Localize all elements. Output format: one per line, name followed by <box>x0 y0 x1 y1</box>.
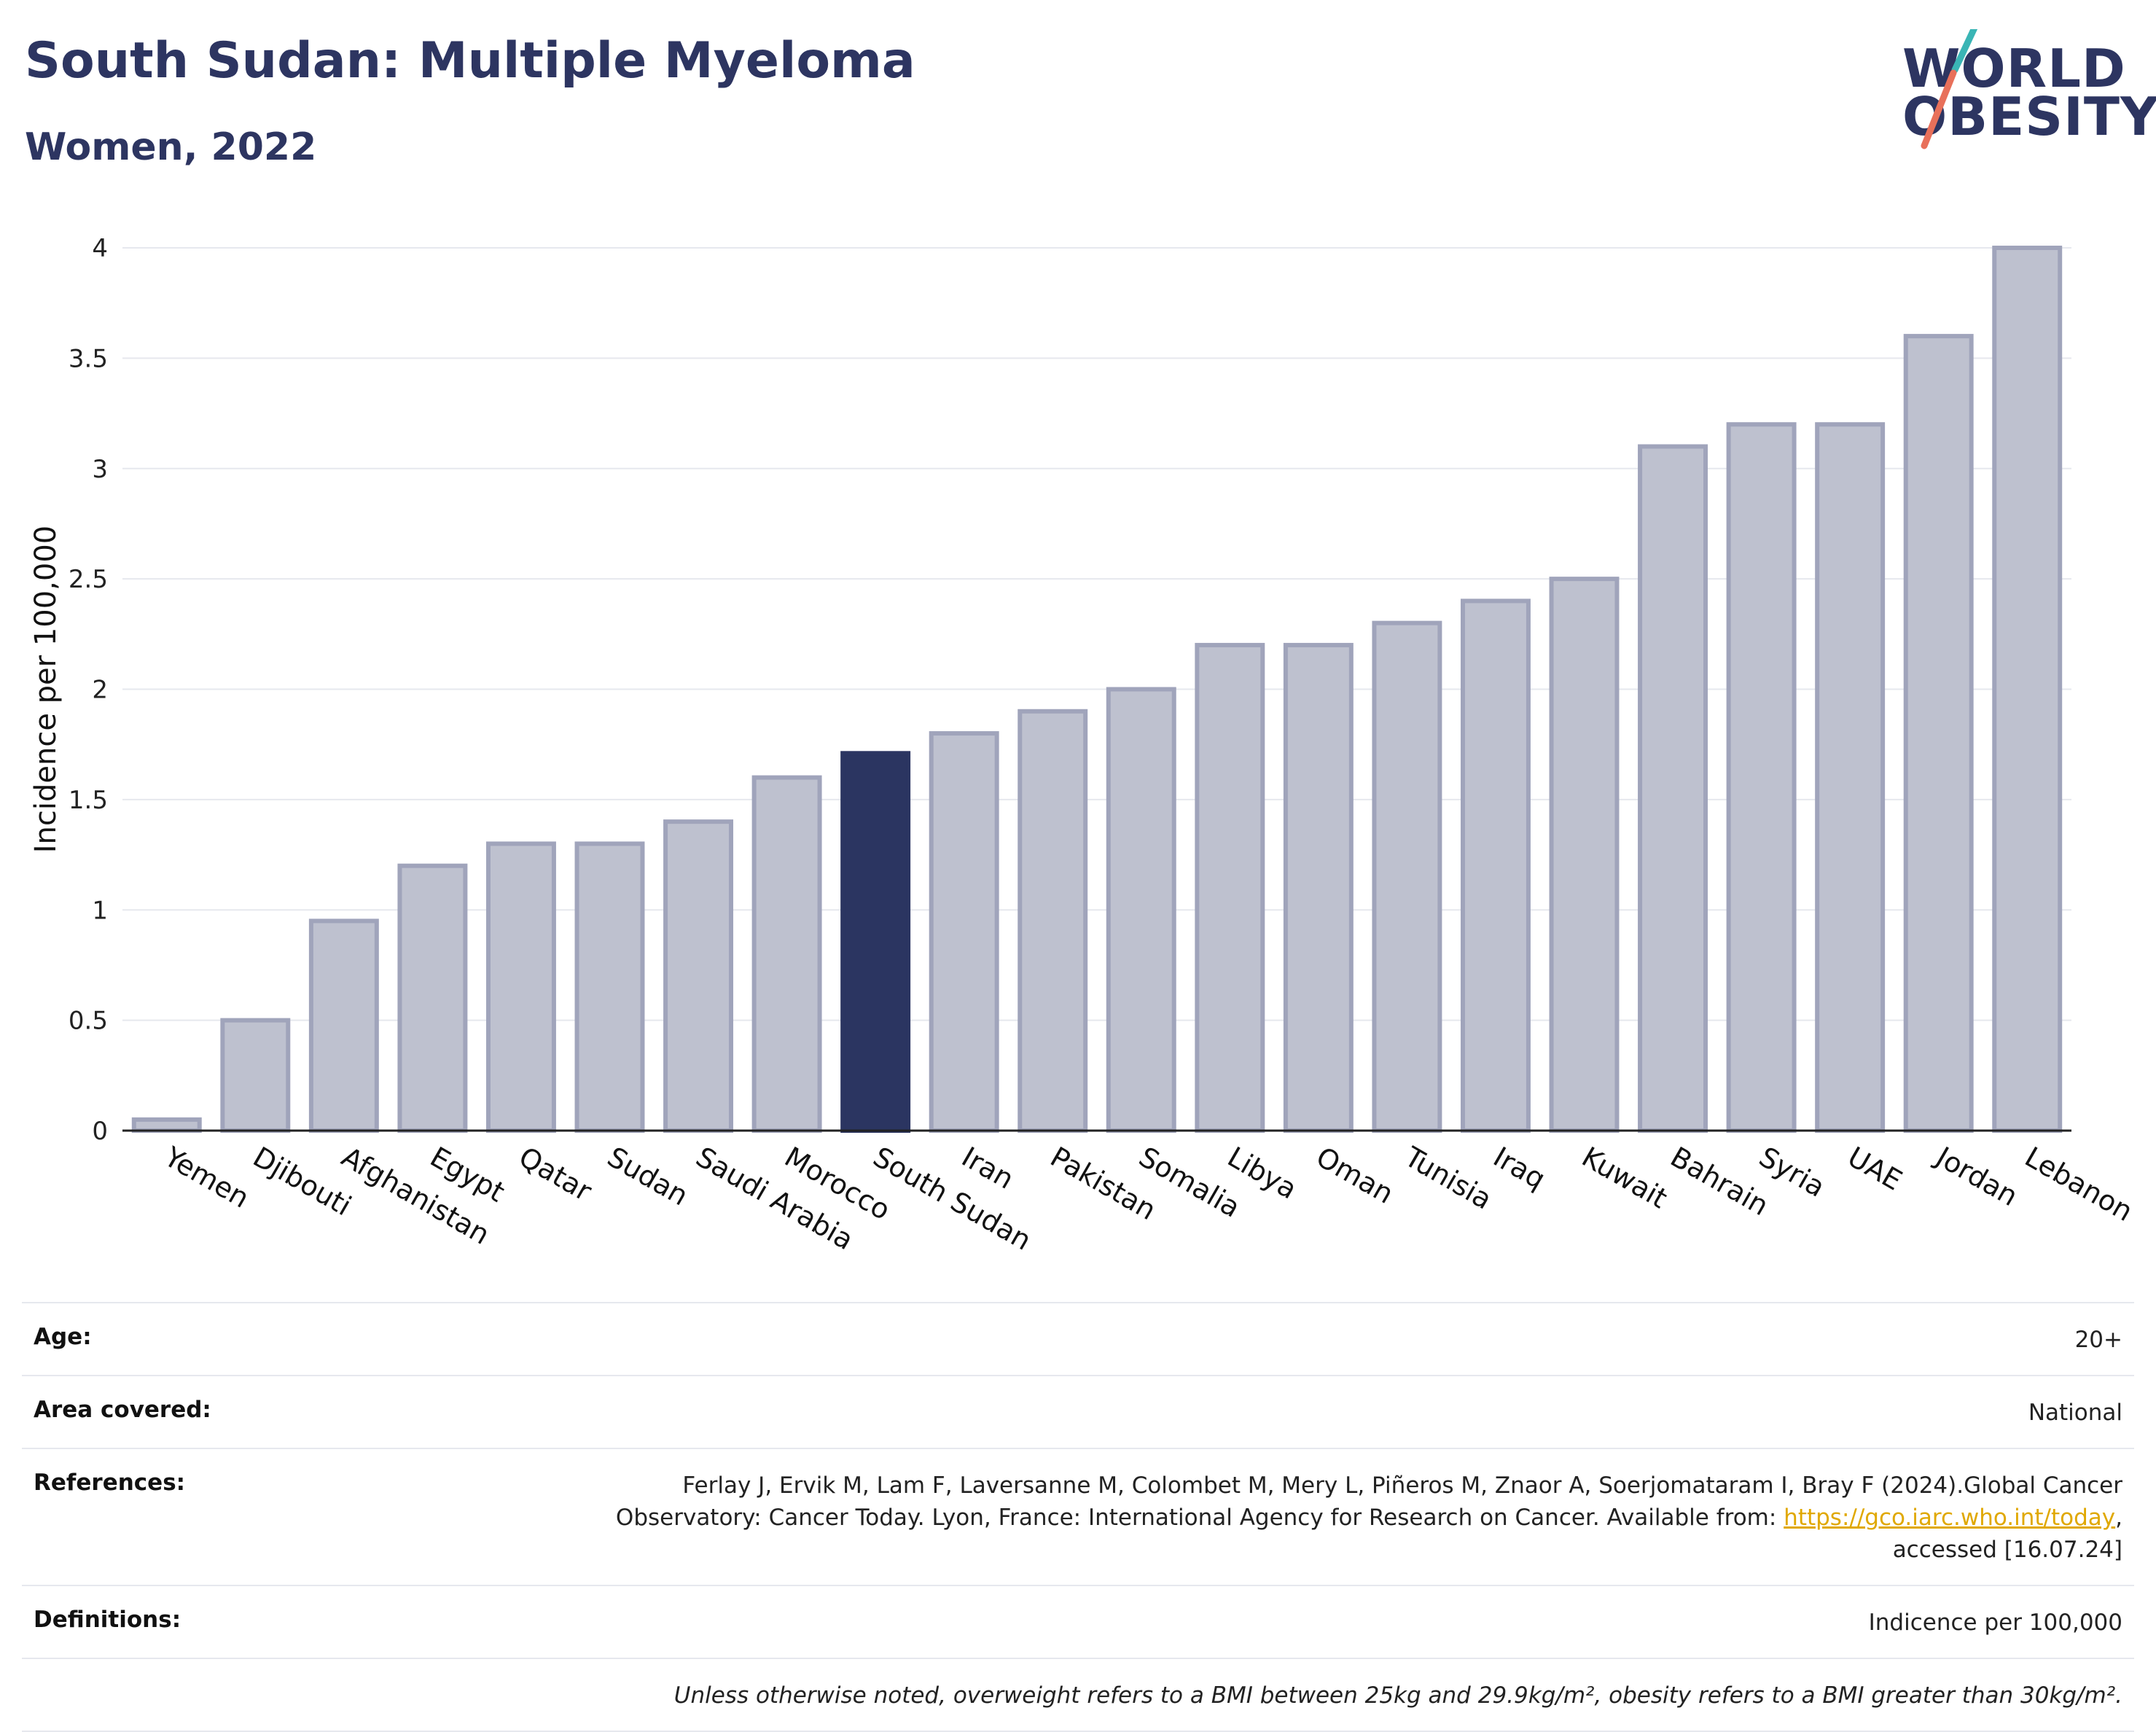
y-tick-label: 3.5 <box>69 344 108 373</box>
y-tick-label: 0.5 <box>69 1007 108 1036</box>
bar-sudan <box>574 841 645 1133</box>
references-line-2-suffix: , <box>2115 1505 2122 1531</box>
meta-row-area: Area covered: National <box>22 1376 2134 1448</box>
bar-iran <box>929 731 999 1133</box>
bar-somalia <box>1106 687 1176 1133</box>
y-axis-title: Incidence per 100,000 <box>29 526 63 854</box>
references-line-1: Ferlay J, Ervik M, Lam F, Laversanne M, … <box>682 1472 2122 1499</box>
metadata-table: Age: 20+ Area covered: National Referenc… <box>22 1302 2134 1732</box>
x-tick-label: Lebanon <box>2020 1141 2139 1228</box>
meta-row-definitions: Definitions: Indicence per 100,000 <box>22 1585 2134 1658</box>
bar-libya <box>1195 642 1265 1133</box>
y-tick-label: 4 <box>92 234 108 263</box>
y-tick-label: 3 <box>92 455 108 484</box>
definitions-label: Definitions: <box>34 1607 181 1633</box>
bar-afghanistan <box>308 918 379 1133</box>
bar-egypt <box>397 863 468 1133</box>
y-tick-label: 1.5 <box>69 786 108 815</box>
logo-text-world: WORLD <box>1902 38 2126 99</box>
x-tick-label: Afghanistan <box>336 1141 495 1251</box>
bar-yemen <box>131 1117 202 1134</box>
chart-subtitle: Women, 2022 <box>25 125 317 169</box>
references-value: Ferlay J, Ervik M, Lam F, Laversanne M, … <box>410 1448 2134 1585</box>
y-tick-label: 0 <box>92 1117 108 1146</box>
x-tick-label: Tunisia <box>1399 1140 1497 1216</box>
bars <box>131 246 2063 1134</box>
y-axis-ticks: 0 0.5 1 1.5 2 2.5 3 3.5 4 <box>69 234 108 1146</box>
bar-qatar <box>485 841 556 1133</box>
y-tick-label: 1 <box>92 896 108 925</box>
bar-saudi-arabia <box>663 819 734 1134</box>
bar-djibouti <box>220 1018 291 1133</box>
bar-iraq <box>1460 598 1531 1133</box>
y-tick-label: 2 <box>92 676 108 705</box>
chart-title: South Sudan: Multiple Myeloma <box>25 32 915 90</box>
references-line-2-text: Observatory: Cancer Today. Lyon, France:… <box>615 1505 1784 1531</box>
meta-row-note: Unless otherwise noted, overweight refer… <box>22 1658 2134 1731</box>
note-label-empty <box>22 1658 410 1731</box>
x-tick-label: Yemen <box>158 1140 254 1214</box>
bar-bahrain <box>1638 444 1708 1134</box>
definitions-value: Indicence per 100,000 <box>1868 1610 2122 1636</box>
x-tick-label: Djibouti <box>248 1141 357 1222</box>
bar-lebanon <box>1992 246 2063 1133</box>
bar-pakistan <box>1018 709 1088 1133</box>
logo-slash-icon <box>1921 29 1978 149</box>
world-obesity-logo: WORLD OBESITY <box>1902 29 2156 160</box>
references-label: References: <box>34 1470 186 1496</box>
x-tick-label: Kuwait <box>1577 1141 1673 1215</box>
bar-oman <box>1283 642 1354 1133</box>
bar-south-sudan <box>840 751 911 1133</box>
bar-uae <box>1815 422 1886 1133</box>
x-tick-label: Sudan <box>602 1141 694 1212</box>
x-tick-label: UAE <box>1843 1141 1907 1197</box>
references-line-2: Observatory: Cancer Today. Lyon, France:… <box>421 1502 2122 1534</box>
age-label: Age: <box>34 1324 92 1350</box>
x-tick-label: Oman <box>1311 1141 1399 1210</box>
x-tick-label: Bahrain <box>1665 1141 1774 1222</box>
age-value: 20+ <box>2074 1327 2122 1353</box>
y-tick-label: 2.5 <box>69 565 108 594</box>
bar-tunisia <box>1372 620 1442 1133</box>
bar-chart: 0 0.5 1 1.5 2 2.5 3 3.5 4 YemenDjiboutiAfghanist… <box>29 234 2139 1257</box>
bar-morocco <box>751 775 822 1133</box>
area-covered-label: Area covered: <box>34 1397 211 1423</box>
bar-syria <box>1726 422 1797 1133</box>
bmi-note: Unless otherwise noted, overweight refer… <box>673 1682 2122 1709</box>
bar-kuwait <box>1549 577 1620 1133</box>
meta-row-references: References: Ferlay J, Ervik M, Lam F, La… <box>22 1448 2134 1585</box>
references-line-3: accessed [16.07.24] <box>1892 1537 2122 1563</box>
x-tick-label: Qatar <box>513 1141 597 1208</box>
x-tick-label: Jordan <box>1929 1140 2023 1213</box>
bar-jordan <box>1903 334 1974 1134</box>
references-link[interactable]: https://gco.iarc.who.int/today <box>1784 1505 2116 1531</box>
area-covered-value: National <box>2028 1400 2122 1426</box>
meta-row-age: Age: 20+ <box>22 1303 2134 1376</box>
